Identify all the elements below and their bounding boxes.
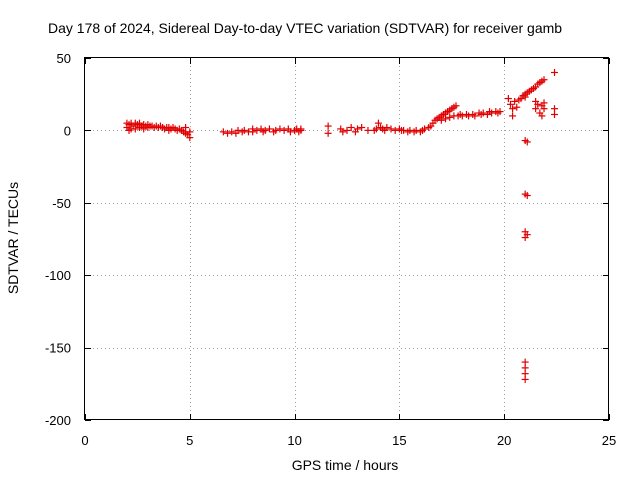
data-point: [391, 126, 399, 134]
y-tick-label: -100: [45, 268, 71, 283]
x-axis: 0 5 10 15 20 25: [81, 58, 616, 448]
data-point: [186, 128, 194, 136]
data-series: [123, 68, 559, 383]
data-point: [446, 113, 454, 121]
data-point: [532, 105, 540, 113]
x-tick-label: 15: [392, 433, 406, 448]
data-point: [437, 116, 445, 124]
y-tick-label: -50: [52, 196, 71, 211]
data-point: [465, 112, 473, 120]
data-point: [261, 126, 269, 134]
chart-title: Day 178 of 2024, Sidereal Day-to-day VTE…: [48, 20, 562, 36]
data-point: [339, 128, 347, 136]
data-point: [509, 112, 517, 120]
data-point: [471, 112, 479, 120]
data-point: [240, 126, 248, 134]
data-point: [182, 124, 190, 132]
data-point: [511, 97, 519, 105]
data-point: [509, 105, 517, 113]
data-point: [540, 76, 548, 84]
data-point: [421, 125, 429, 133]
data-point: [458, 112, 466, 120]
data-point: [343, 126, 351, 134]
data-point: [272, 126, 280, 134]
y-tick-label: 50: [57, 51, 71, 66]
data-point: [521, 375, 529, 383]
y-axis: -200 -150 -100 -50 0 50: [45, 51, 609, 428]
x-tick-label: 20: [497, 433, 511, 448]
data-point: [406, 126, 414, 134]
x-tick-label: 5: [186, 433, 193, 448]
data-point: [234, 126, 242, 134]
data-point: [521, 234, 529, 242]
grid-lines: [85, 58, 609, 420]
data-point: [228, 128, 236, 136]
data-point: [551, 110, 559, 118]
data-point: [219, 128, 227, 136]
data-point: [496, 108, 504, 116]
y-axis-label: SDTVAR / TECUs: [5, 182, 21, 294]
data-point: [412, 126, 420, 134]
data-point: [372, 125, 380, 133]
x-axis-label: GPS time / hours: [292, 457, 399, 473]
data-point: [347, 124, 355, 132]
data-point: [324, 122, 332, 130]
y-tick-label: 0: [64, 123, 71, 138]
y-tick-label: -200: [45, 413, 71, 428]
data-point: [364, 126, 372, 134]
data-point: [224, 129, 232, 137]
y-tick-label: -150: [45, 341, 71, 356]
data-point: [383, 124, 391, 132]
data-point: [523, 192, 531, 200]
data-point: [280, 126, 288, 134]
data-point: [276, 125, 284, 133]
data-point: [265, 125, 273, 133]
data-point: [353, 125, 361, 133]
data-point: [534, 100, 542, 108]
data-point: [253, 126, 261, 134]
data-point: [538, 112, 546, 120]
data-point: [324, 129, 332, 137]
x-tick-label: 0: [81, 433, 88, 448]
data-point: [297, 126, 305, 134]
data-point: [488, 109, 496, 117]
plot-frame: [84, 57, 609, 420]
data-point: [504, 95, 512, 103]
data-point: [249, 128, 257, 136]
x-tick-label: 25: [602, 433, 616, 448]
data-point: [506, 100, 514, 108]
data-point: [131, 125, 139, 133]
x-tick-label: 10: [287, 433, 301, 448]
data-point: [358, 124, 366, 132]
data-point: [442, 115, 450, 123]
data-point: [523, 138, 531, 146]
data-point: [479, 109, 487, 117]
data-point: [452, 102, 460, 110]
data-point: [286, 128, 294, 136]
data-point: [513, 103, 521, 111]
data-point: [400, 126, 408, 134]
data-point: [387, 125, 395, 133]
data-point: [540, 99, 548, 107]
data-point: [374, 119, 382, 127]
data-point: [551, 68, 559, 76]
